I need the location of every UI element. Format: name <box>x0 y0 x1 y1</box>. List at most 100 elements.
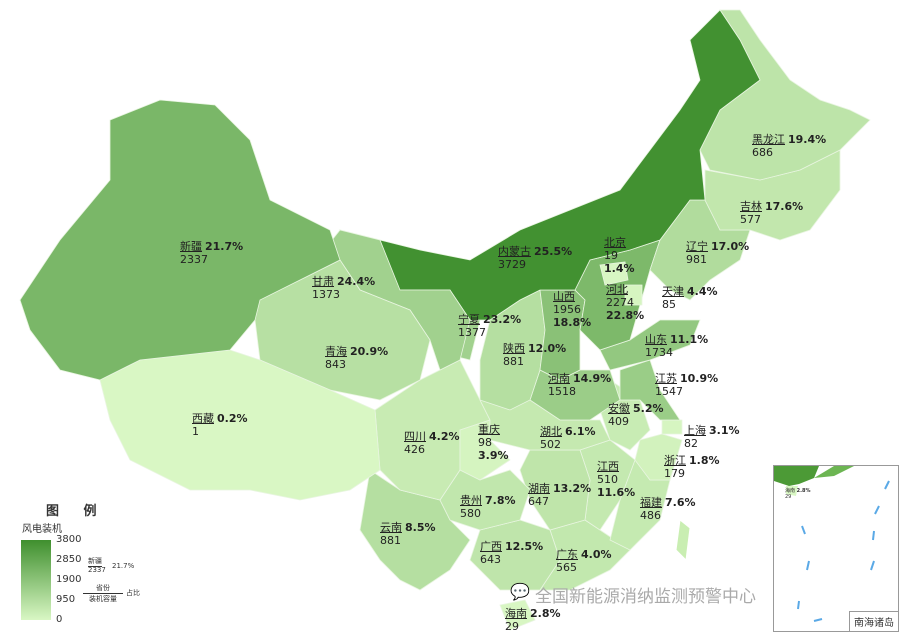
province-capacity: 565 <box>556 561 577 574</box>
province-capacity: 686 <box>752 146 773 159</box>
province-name: 西藏 <box>192 412 214 425</box>
province-capacity: 2337 <box>180 253 208 266</box>
province-capacity: 647 <box>528 495 549 508</box>
province-region <box>99 349 381 501</box>
province-label: 海南 2.8% 29 <box>505 607 561 633</box>
province-share: 17.0% <box>711 240 750 253</box>
inset-caption: 南海诸岛 <box>849 611 898 631</box>
province-label: 宁夏 23.2% 1377 <box>458 313 521 339</box>
province-label: 黑龙江 19.4% 686 <box>752 133 826 159</box>
legend-tick: 0 <box>56 614 63 625</box>
province-name: 广西 <box>480 540 502 553</box>
province-capacity: 580 <box>460 507 481 520</box>
legend-tick: 1900 <box>56 574 82 585</box>
legend-tick: 2850 <box>56 554 82 565</box>
province-name: 新疆 <box>180 240 202 253</box>
province-name: 上海 <box>684 424 706 437</box>
province-share: 12.5% <box>505 540 544 553</box>
province-name: 重庆 <box>478 423 500 436</box>
province-share: 14.9% <box>573 372 612 385</box>
province-label: 河南 14.9% 1518 <box>548 372 611 398</box>
province-label: 甘肃 24.4% 1373 <box>312 275 375 301</box>
province-share: 17.6% <box>765 200 804 213</box>
province-label: 河北 2274 22.8% <box>606 283 644 322</box>
province-share: 8.5% <box>405 521 436 534</box>
province-capacity: 1 <box>192 425 199 438</box>
province-label: 浙江 1.8% 179 <box>664 454 720 480</box>
province-capacity: 1377 <box>458 326 486 339</box>
province-capacity: 510 <box>597 473 618 486</box>
province-name: 北京 <box>604 236 626 249</box>
province-region <box>619 359 681 421</box>
province-label: 福建 7.6% 486 <box>640 496 696 522</box>
province-label: 安徽 5.2% 409 <box>608 402 664 428</box>
province-name: 黑龙江 <box>752 133 785 146</box>
province-label: 山西 1956 18.8% <box>553 290 591 329</box>
province-region <box>519 449 591 531</box>
province-capacity: 881 <box>380 534 401 547</box>
province-label: 云南 8.5% 881 <box>380 521 436 547</box>
province-share: 11.1% <box>670 333 709 346</box>
province-name: 广东 <box>556 548 578 561</box>
province-label: 广西 12.5% 643 <box>480 540 543 566</box>
province-share: 6.1% <box>565 425 596 438</box>
watermark: 全国新能源消纳监测预警中心 <box>535 587 756 607</box>
legend-key-bottom: 装机容量 <box>89 595 117 603</box>
legend-title: 图 例 <box>46 504 107 519</box>
province-name: 青海 <box>325 345 347 358</box>
province-share: 18.8% <box>553 316 592 329</box>
province-share: 1.4% <box>604 262 635 275</box>
province-name: 海南 <box>505 607 527 620</box>
province-capacity: 843 <box>325 358 346 371</box>
province-label: 新疆 21.7% 2337 <box>180 240 243 266</box>
south-china-sea-inset: 海南 2.8% 29 南海诸岛 <box>773 465 899 632</box>
province-name: 辽宁 <box>686 240 708 253</box>
province-capacity: 82 <box>684 437 698 450</box>
province-share: 7.6% <box>665 496 696 509</box>
province-capacity: 881 <box>503 355 524 368</box>
province-capacity: 3729 <box>498 258 526 271</box>
province-label: 重庆 98 3.9% <box>478 423 509 462</box>
province-share: 3.1% <box>709 424 740 437</box>
province-label: 吉林 17.6% 577 <box>740 200 803 226</box>
province-label: 广东 4.0% 565 <box>556 548 612 574</box>
legend-key-right: 占比 <box>126 589 140 597</box>
province-label: 上海 3.1% 82 <box>684 424 740 450</box>
province-label: 湖南 13.2% 647 <box>528 482 591 508</box>
legend: 图 例 风电装机 3800 2850 1900 950 0 新疆 2337 21… <box>18 500 168 630</box>
province-name: 安徽 <box>608 402 630 415</box>
province-share: 25.5% <box>534 245 573 258</box>
province-share: 24.4% <box>337 275 376 288</box>
province-region <box>599 261 629 286</box>
province-capacity: 981 <box>686 253 707 266</box>
province-label: 青海 20.9% 843 <box>325 345 388 371</box>
wechat-icon: 💬 <box>510 582 530 601</box>
province-capacity: 179 <box>664 467 685 480</box>
province-name: 天津 <box>662 285 684 298</box>
province-share: 11.6% <box>597 486 636 499</box>
inset-hainan-pct: 2.8% <box>796 488 811 494</box>
legend-key-top: 省份 <box>83 583 123 594</box>
province-name: 山东 <box>645 333 667 346</box>
province-name: 河南 <box>548 372 570 385</box>
province-capacity: 502 <box>540 438 561 451</box>
province-label: 贵州 7.8% 580 <box>460 494 516 520</box>
inset-hainan-name: 海南 <box>785 488 796 494</box>
province-label: 北京 19 1.4% <box>604 236 635 275</box>
province-label: 辽宁 17.0% 981 <box>686 240 749 266</box>
province-share: 19.4% <box>788 133 827 146</box>
province-name: 四川 <box>404 430 426 443</box>
legend-example-pct: 21.7% <box>112 562 135 570</box>
province-capacity: 1547 <box>655 385 683 398</box>
province-name: 山西 <box>553 290 575 303</box>
province-capacity: 1373 <box>312 288 340 301</box>
province-label: 山东 11.1% 1734 <box>645 333 708 359</box>
province-share: 23.2% <box>483 313 522 326</box>
province-share: 5.2% <box>633 402 664 415</box>
province-label: 江西 510 11.6% <box>597 460 635 499</box>
province-label: 西藏 0.2% 1 <box>192 412 248 438</box>
province-capacity: 577 <box>740 213 761 226</box>
province-region <box>499 599 536 631</box>
inset-hainan-value: 29 <box>785 494 792 500</box>
